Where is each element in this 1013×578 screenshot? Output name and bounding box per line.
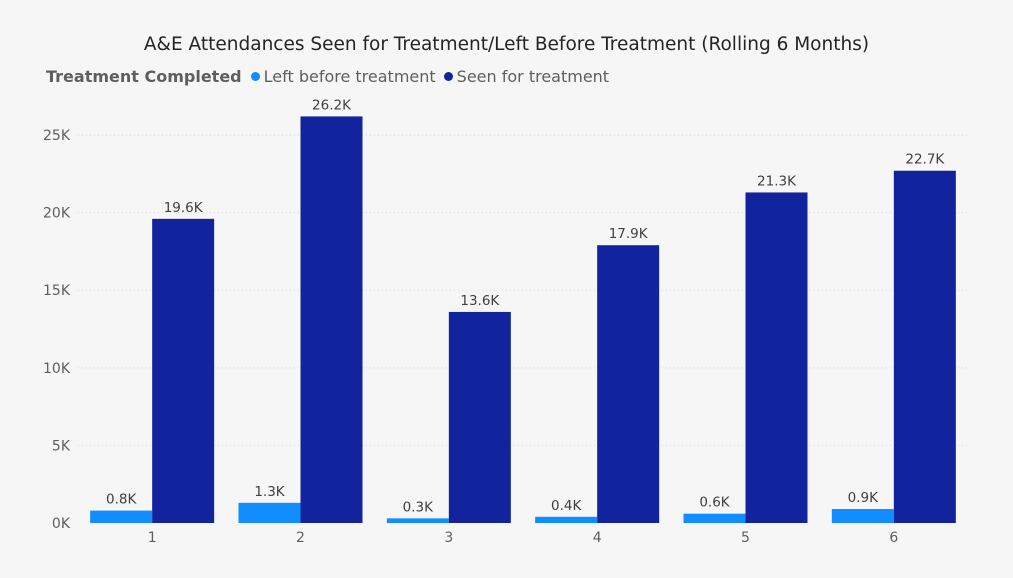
x-tick-label: 5 [741,530,750,546]
data-label: 26.2K [312,97,352,113]
legend-marker-icon [443,71,453,81]
legend-title: Treatment Completed [46,66,242,86]
legend-label: Seen for treatment [456,66,610,86]
chart-title: A&E Attendances Seen for Treatment/Left … [143,34,870,55]
bar-left-before-treatment[interactable] [535,516,598,523]
data-label: 13.6K [460,293,500,309]
bars: 0.8K 19.6K 1.3K 26.2K 0.3K 13.6K 0.4K 17.9K 0.6K… [90,97,956,524]
x-tick-label: 4 [593,530,602,546]
data-label: 0.6K [699,495,730,511]
y-tick-label: 25K [43,128,71,144]
data-label: 0.8K [106,492,137,508]
x-tick-label: 3 [444,530,453,546]
y-tick-label: 10K [43,361,71,377]
y-axis: 0K 5K 10K 15K 20K 25K [43,128,71,532]
legend-marker-icon [250,71,260,81]
legend[interactable]: Treatment Completed Left before treatmen… [46,66,617,86]
bar-seen-for-treatment[interactable] [745,192,808,523]
y-tick-label: 15K [43,283,71,299]
bar-seen-for-treatment[interactable] [893,170,956,524]
y-tick-label: 0K [52,516,71,532]
data-label: 0.3K [403,499,434,515]
data-label: 1.3K [254,484,285,500]
x-tick-label: 6 [889,530,898,546]
data-label: 22.7K [905,152,945,168]
bar-seen-for-treatment[interactable] [300,116,363,523]
x-tick-label: 2 [296,530,305,546]
data-label: 0.9K [848,490,879,506]
legend-label: Left before treatment [263,66,436,86]
x-axis: 1 2 3 4 5 6 [148,530,899,546]
bar-seen-for-treatment[interactable] [448,311,511,523]
bar-left-before-treatment[interactable] [831,509,894,523]
bar-seen-for-treatment[interactable] [597,245,660,524]
bar-left-before-treatment[interactable] [90,510,153,523]
y-tick-label: 5K [52,438,71,454]
legend-item-seen-for-treatment[interactable]: Seen for treatment [443,66,610,86]
bar-left-before-treatment[interactable] [683,513,746,523]
legend-item-left-before-treatment[interactable]: Left before treatment [250,66,436,86]
data-label: 17.9K [609,226,649,242]
data-label: 21.3K [757,173,797,189]
bar-seen-for-treatment[interactable] [152,218,215,523]
y-tick-label: 20K [43,206,71,222]
gridlines [78,134,968,446]
x-tick-label: 1 [148,530,157,546]
bar-left-before-treatment[interactable] [238,502,301,523]
data-label: 19.6K [164,200,204,216]
data-label: 0.4K [551,498,582,514]
bar-left-before-treatment[interactable] [386,518,449,523]
